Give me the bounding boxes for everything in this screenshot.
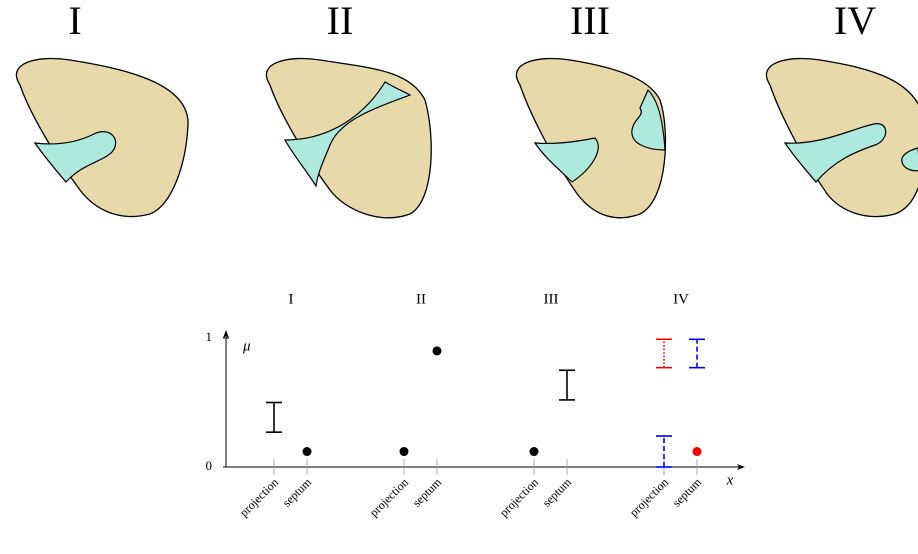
shape-ii: [266, 58, 431, 217]
panel-title: IV: [834, 0, 876, 43]
shape-iii: [516, 58, 665, 217]
x-tick-label: septum: [280, 475, 315, 510]
x-tick-label: projection: [497, 475, 541, 519]
shape-iv: [766, 58, 918, 216]
group-label: I: [289, 291, 294, 307]
panel-title: III: [570, 0, 610, 43]
x-tick-label: projection: [367, 475, 411, 519]
x-tick-label: septum: [540, 475, 575, 510]
x-tick-label: projection: [627, 475, 671, 519]
group-label: II: [416, 291, 426, 307]
point: [400, 447, 409, 456]
point: [530, 447, 539, 456]
shape-i: [16, 58, 188, 216]
point: [433, 346, 442, 355]
interval: [689, 339, 705, 367]
point: [303, 447, 312, 456]
y-axis-label: μ: [242, 338, 251, 354]
panel-title: II: [327, 0, 354, 43]
interval: [559, 370, 575, 400]
x-tick-label: septum: [410, 475, 445, 510]
panel-title: I: [68, 0, 81, 43]
panel-titles: I II III IV: [68, 0, 876, 43]
y-tick-label: 1: [206, 329, 213, 344]
interval: [656, 436, 672, 467]
y-tick-label: 0: [206, 458, 213, 473]
x-tick-label: projection: [237, 475, 281, 519]
x-axis-label: x: [726, 472, 734, 488]
x-tick-label: septum: [670, 475, 705, 510]
interval: [266, 403, 282, 433]
figure: I II III IV μx01IIIIIIIVprojectionseptum…: [0, 0, 918, 554]
interval: [656, 339, 672, 367]
group-label: IV: [673, 291, 689, 307]
group-label: III: [544, 291, 559, 307]
point: [693, 447, 702, 456]
